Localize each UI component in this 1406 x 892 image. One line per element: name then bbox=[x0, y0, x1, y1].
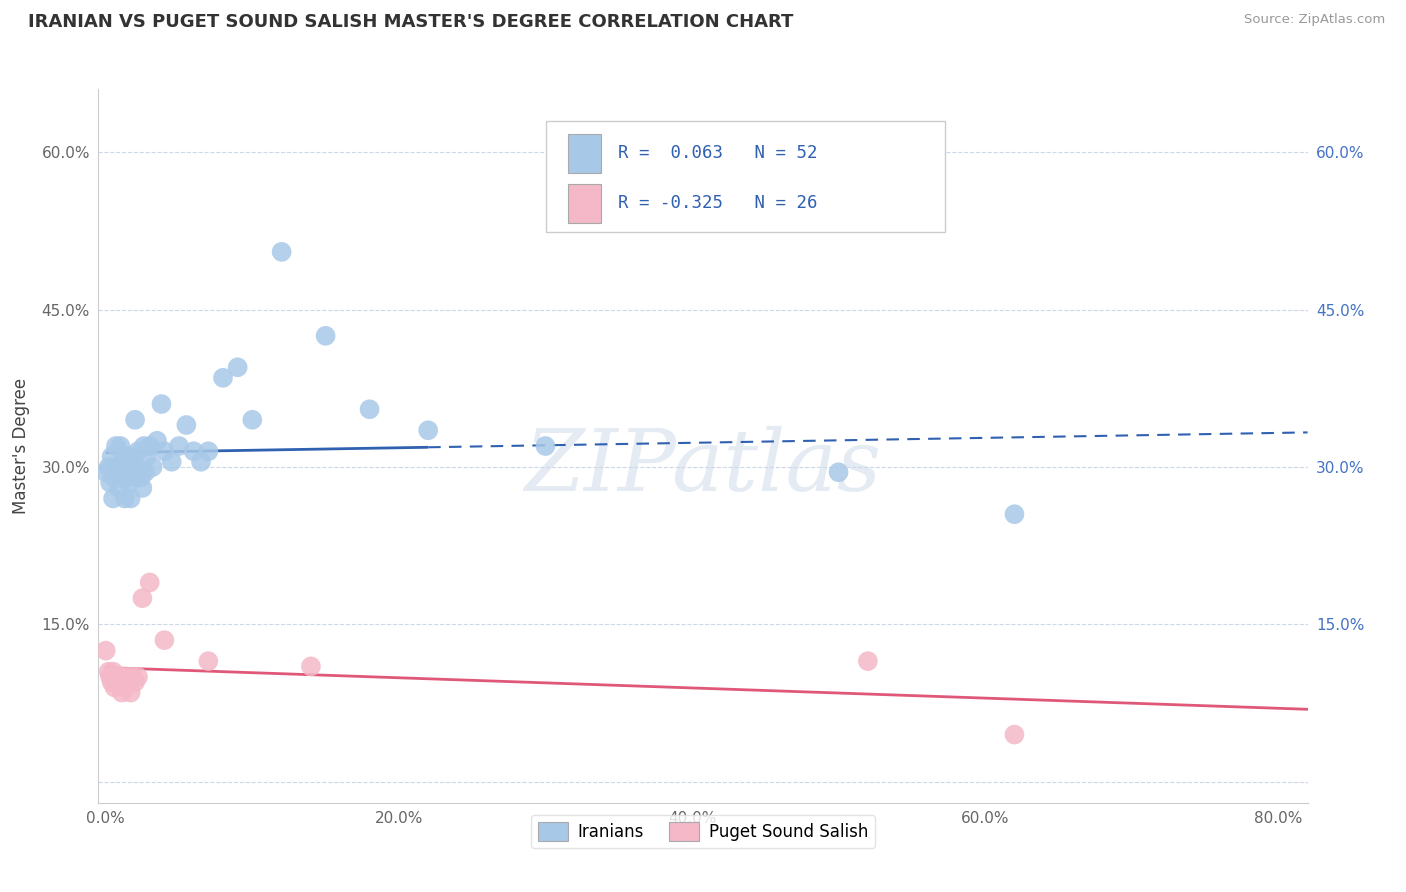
Point bbox=[112, 670, 135, 684]
Point bbox=[101, 491, 124, 506]
Point bbox=[117, 470, 139, 484]
Point bbox=[108, 675, 131, 690]
Point bbox=[110, 460, 132, 475]
Point bbox=[1004, 728, 1026, 742]
Point bbox=[105, 670, 128, 684]
Point bbox=[122, 460, 145, 475]
Point bbox=[146, 434, 169, 448]
Point bbox=[127, 670, 149, 684]
Point bbox=[418, 423, 440, 437]
Point bbox=[114, 681, 136, 695]
Text: Source: ZipAtlas.com: Source: ZipAtlas.com bbox=[1244, 13, 1385, 27]
Point bbox=[134, 465, 156, 479]
Point bbox=[167, 439, 190, 453]
Text: R =  0.063   N = 52: R = 0.063 N = 52 bbox=[619, 145, 818, 162]
Point bbox=[107, 670, 129, 684]
Point bbox=[108, 481, 131, 495]
Bar bbox=[568, 134, 602, 173]
Point bbox=[94, 465, 117, 479]
Point bbox=[359, 402, 381, 417]
Point bbox=[160, 455, 183, 469]
Bar bbox=[568, 184, 602, 223]
Point bbox=[153, 633, 176, 648]
Point bbox=[197, 444, 219, 458]
Point bbox=[176, 417, 198, 432]
Point bbox=[112, 450, 135, 464]
Point bbox=[150, 397, 173, 411]
Point bbox=[117, 450, 139, 464]
Text: IRANIAN VS PUGET SOUND SALISH MASTER'S DEGREE CORRELATION CHART: IRANIAN VS PUGET SOUND SALISH MASTER'S D… bbox=[28, 13, 793, 31]
Point bbox=[124, 413, 146, 427]
Point bbox=[135, 450, 157, 464]
Point bbox=[138, 575, 160, 590]
Text: ZIPatlas: ZIPatlas bbox=[524, 426, 882, 508]
Point bbox=[118, 675, 141, 690]
Point bbox=[315, 328, 337, 343]
Point bbox=[270, 244, 292, 259]
Point bbox=[124, 675, 146, 690]
Point bbox=[97, 665, 120, 679]
Point bbox=[226, 360, 249, 375]
Legend: Iranians, Puget Sound Salish: Iranians, Puget Sound Salish bbox=[531, 815, 875, 848]
Point bbox=[100, 450, 122, 464]
Y-axis label: Master's Degree: Master's Degree bbox=[13, 378, 31, 514]
Point bbox=[299, 659, 322, 673]
Point bbox=[98, 670, 121, 684]
Point bbox=[212, 371, 235, 385]
Point bbox=[111, 465, 134, 479]
Point bbox=[827, 465, 849, 479]
Point bbox=[197, 654, 219, 668]
Point bbox=[127, 444, 149, 458]
Point bbox=[1004, 507, 1026, 521]
Point bbox=[129, 470, 152, 484]
Point bbox=[112, 470, 135, 484]
Point bbox=[121, 450, 143, 464]
FancyBboxPatch shape bbox=[546, 121, 945, 232]
Point bbox=[107, 460, 129, 475]
Point bbox=[94, 643, 117, 657]
Point bbox=[131, 481, 153, 495]
Point bbox=[98, 475, 121, 490]
Point bbox=[132, 439, 155, 453]
Point bbox=[114, 491, 136, 506]
Point bbox=[105, 439, 128, 453]
Point bbox=[120, 491, 142, 506]
Point bbox=[183, 444, 205, 458]
Text: R = -0.325   N = 26: R = -0.325 N = 26 bbox=[619, 194, 818, 212]
Point bbox=[856, 654, 879, 668]
Point bbox=[120, 685, 142, 699]
Point bbox=[101, 665, 124, 679]
Point bbox=[190, 455, 212, 469]
Point bbox=[121, 670, 143, 684]
Point bbox=[125, 460, 148, 475]
Point bbox=[97, 460, 120, 475]
Point bbox=[103, 470, 125, 484]
Point bbox=[103, 681, 125, 695]
Point bbox=[128, 465, 150, 479]
Point bbox=[115, 460, 138, 475]
Point bbox=[110, 670, 132, 684]
Point bbox=[118, 475, 141, 490]
Point bbox=[131, 591, 153, 606]
Point bbox=[100, 675, 122, 690]
Point bbox=[110, 439, 132, 453]
Point bbox=[117, 670, 139, 684]
Point bbox=[111, 685, 134, 699]
Point bbox=[153, 444, 176, 458]
Point bbox=[240, 413, 263, 427]
Point bbox=[534, 439, 557, 453]
Point bbox=[142, 460, 165, 475]
Point bbox=[138, 439, 160, 453]
